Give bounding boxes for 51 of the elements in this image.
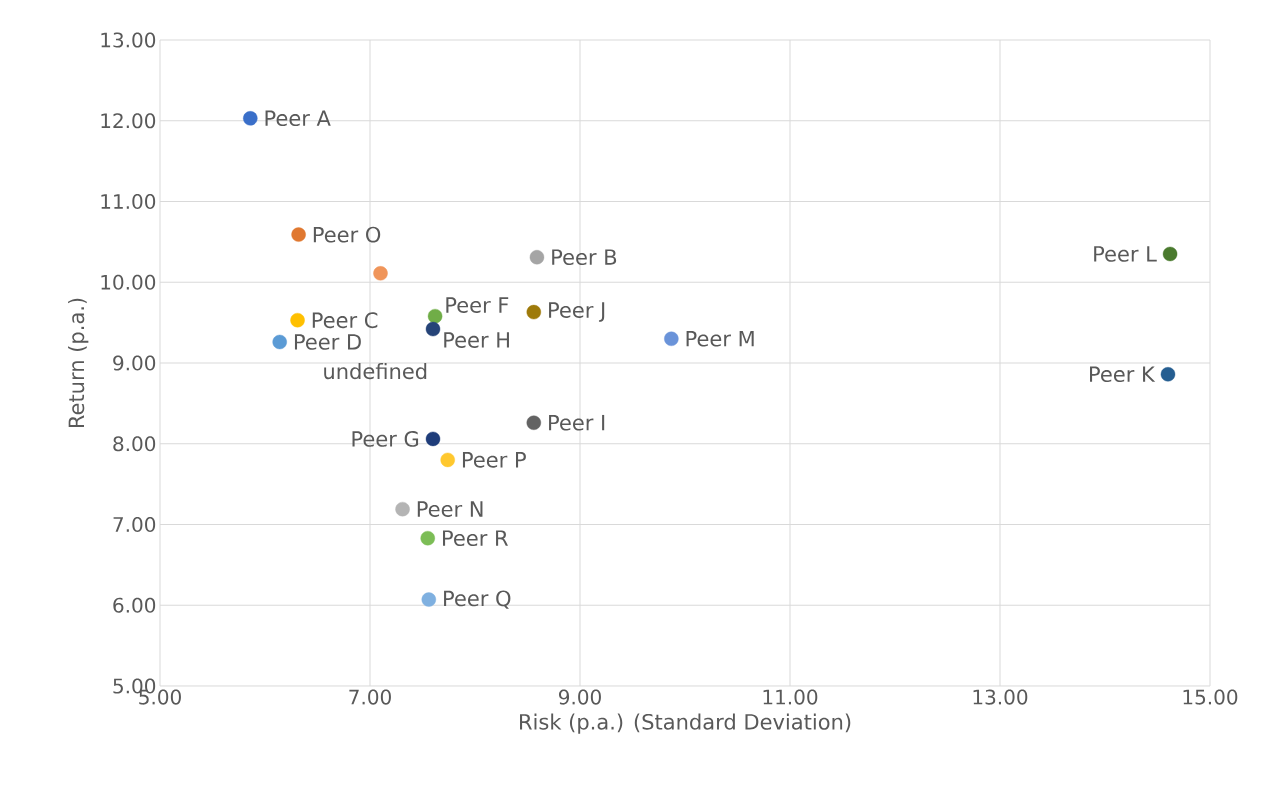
point [427, 308, 443, 324]
y-tick-label: 6.00 [113, 597, 156, 613]
x-tick-label: 11.00 [763, 689, 818, 705]
point [272, 334, 287, 350]
point [421, 592, 436, 607]
point [373, 266, 388, 281]
point [425, 321, 441, 337]
x-tick-label: 13.00 [973, 689, 1028, 705]
point [1160, 367, 1176, 382]
point [420, 531, 435, 546]
point [526, 415, 541, 430]
series-label: Peer O [313, 226, 381, 243]
y-tick-label: 11.00 [101, 193, 156, 210]
series-label: Peer Q [444, 590, 511, 609]
y-tick-label: 12.00 [101, 113, 156, 129]
series-label: Peer A [265, 110, 331, 127]
series-label: Peer B [552, 249, 617, 266]
y-tick-label: 10.00 [101, 274, 156, 290]
point [1162, 246, 1178, 262]
x-axis-title: Risk (p.a.) (Standard Deviation) [520, 713, 851, 734]
point [529, 250, 545, 265]
series-label: Peer L [1094, 246, 1157, 262]
point [291, 227, 306, 242]
y-tick-label: 7.00 [113, 516, 156, 533]
point [243, 111, 258, 126]
x-tick-label: 7.00 [349, 689, 391, 705]
point [664, 331, 679, 346]
x-tick-label: 9.00 [558, 689, 601, 705]
series-label: Peer K [1090, 366, 1156, 383]
y-tick-label: 13.00 [101, 32, 156, 48]
point [290, 312, 305, 328]
series-label: Peer C [312, 312, 378, 329]
series-label: Peer I [549, 414, 605, 431]
series-label: Peer P [462, 452, 526, 468]
series-label: Peer D [294, 334, 361, 350]
point [526, 304, 541, 320]
series-label: Peer H [444, 332, 509, 348]
series-label: Peer G [352, 430, 419, 447]
series-label: Peer J [549, 302, 605, 322]
point [425, 431, 441, 447]
y-axis-title: Return (p.a.) [68, 298, 89, 428]
point [440, 452, 455, 468]
y-tick-label: 8.00 [113, 436, 156, 452]
y-tick-label: 9.00 [113, 355, 156, 371]
point [395, 501, 410, 517]
series-label: Peer N [417, 501, 483, 517]
x-tick-label: 15.00 [1183, 689, 1238, 705]
series-label: Peer M [686, 330, 754, 347]
series-label: Peer F [446, 297, 509, 313]
annotation: undefined [324, 362, 427, 380]
series-label: Peer R [443, 530, 508, 547]
